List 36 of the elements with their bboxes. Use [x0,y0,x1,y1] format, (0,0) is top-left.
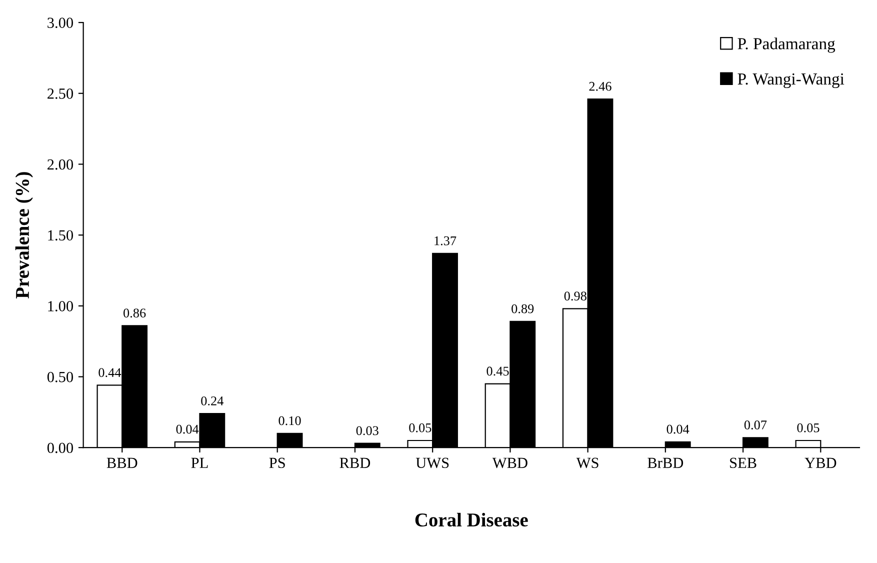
x-tick-label: YBD [804,458,836,468]
y-tick-label: 1.00 [48,301,74,312]
y-tick-label: 0.50 [47,372,74,382]
data-label: 2.46 [589,82,612,91]
data-label: 0.04 [666,424,690,434]
data-label: 0.07 [744,420,767,430]
data-label: 0.44 [98,368,122,378]
data-label: 0.86 [124,308,146,318]
x-tick-label: SEB [730,458,756,468]
y-tick-label: 0.00 [47,442,74,454]
data-label: 0.03 [356,426,378,436]
x-tick-label: RBD [340,458,370,468]
x-tick-label: WBD [492,458,528,468]
x-tick-label: PS [269,458,285,468]
data-label: 0.98 [564,292,586,301]
legend-label: P. Padamarang [738,38,836,53]
x-axis-title: Coral Disease [415,512,528,527]
x-tick-label: BBD [106,458,138,468]
data-label: 0.24 [201,396,224,406]
data-label: 0.05 [797,423,820,432]
data-label: 0.89 [512,304,534,314]
data-label: 1.37 [434,236,456,246]
y-tick-label: 3.00 [48,18,74,28]
y-tick-label: 1.50 [48,230,74,241]
data-label: 0.05 [409,423,432,432]
x-tick-label: BrBD [648,458,684,468]
legend-label: P. Wangi-Wangi [738,73,844,88]
data-label: 0.10 [278,416,301,426]
y-tick-label: 2.00 [48,159,74,170]
data-label: 0.45 [486,366,509,376]
y-tick-label: 2.50 [48,88,74,99]
x-tick-label: UWS [416,458,449,468]
x-tick-label: PL [191,458,208,468]
data-label: 0.04 [176,424,199,434]
x-tick-label: WS [576,458,598,468]
y-axis-title: Prevalence (%) [15,172,33,299]
